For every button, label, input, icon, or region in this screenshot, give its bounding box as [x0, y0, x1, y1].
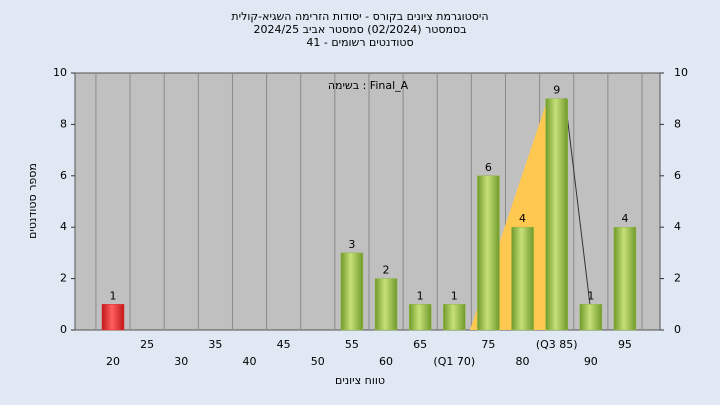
data-label: 1	[417, 289, 424, 302]
y-tick-label: 2	[60, 272, 67, 285]
bar	[443, 304, 466, 331]
x-tick-label: 75	[481, 338, 495, 351]
x-tick-label: 55	[345, 338, 359, 351]
whisker-line	[564, 97, 591, 306]
data-label: 6	[485, 161, 492, 174]
x-tick-label: 60	[379, 355, 393, 368]
x-tick-label: 25	[140, 338, 154, 351]
x-axis-label: טווח ציונים	[335, 374, 385, 387]
chart-subtitle: סטודנטים רשומים - 41	[306, 36, 413, 49]
y-tick-label: 0	[60, 323, 67, 336]
x-tick-label: 20	[106, 355, 120, 368]
x-tick-label: 40	[243, 355, 257, 368]
x-tick-label: 35	[208, 338, 222, 351]
data-label: 1	[110, 289, 117, 302]
data-label: 9	[553, 84, 560, 97]
y-tick-label: 8	[60, 117, 67, 130]
plot-area	[74, 72, 661, 331]
y2-tick-label: 4	[674, 220, 681, 233]
x-tick-label: 50	[311, 355, 325, 368]
data-label: 3	[348, 238, 355, 251]
x-tick-label: (Q3 85)	[536, 338, 578, 351]
x-tick-label: 80	[516, 355, 530, 368]
bar	[374, 278, 398, 331]
data-label: 4	[621, 212, 628, 225]
bar	[408, 304, 432, 331]
x-tick-label: 65	[413, 338, 427, 351]
x-tick-label: 30	[174, 355, 188, 368]
y2-tick-label: 8	[674, 117, 681, 130]
data-label: 1	[587, 289, 594, 302]
y2-tick-label: 2	[674, 272, 681, 285]
annotation: בשימה : Final_A	[328, 79, 409, 92]
bar	[545, 98, 568, 331]
y2-tick-label: 6	[674, 169, 681, 182]
y-tick-label: 10	[53, 66, 67, 79]
x-tick-label: 90	[584, 355, 598, 368]
y-tick-label: 4	[60, 220, 67, 233]
bar	[340, 252, 364, 331]
bar	[101, 304, 125, 331]
chart-title: היסטוגרמת ציונים בקורס - יסודות הזרימה ה…	[231, 10, 488, 23]
y2-tick-label: 10	[674, 66, 688, 79]
bar	[579, 304, 603, 331]
data-label: 1	[451, 289, 458, 302]
x-tick-label: 95	[618, 338, 632, 351]
x-tick-label: 45	[277, 338, 291, 351]
bar	[511, 226, 534, 331]
x-tick-label: (Q1 70)	[433, 355, 475, 368]
bar	[613, 226, 637, 331]
y-axis-label: מספר סטודנטים	[26, 163, 39, 239]
data-label: 4	[519, 212, 526, 225]
data-label: 2	[383, 264, 390, 277]
y-tick-label: 6	[60, 169, 67, 182]
bar	[477, 175, 500, 331]
y2-tick-label: 0	[674, 323, 681, 336]
chart-subtitle: בסמסטר (02/2024) סמסטר אביב 2024/25	[253, 23, 466, 36]
